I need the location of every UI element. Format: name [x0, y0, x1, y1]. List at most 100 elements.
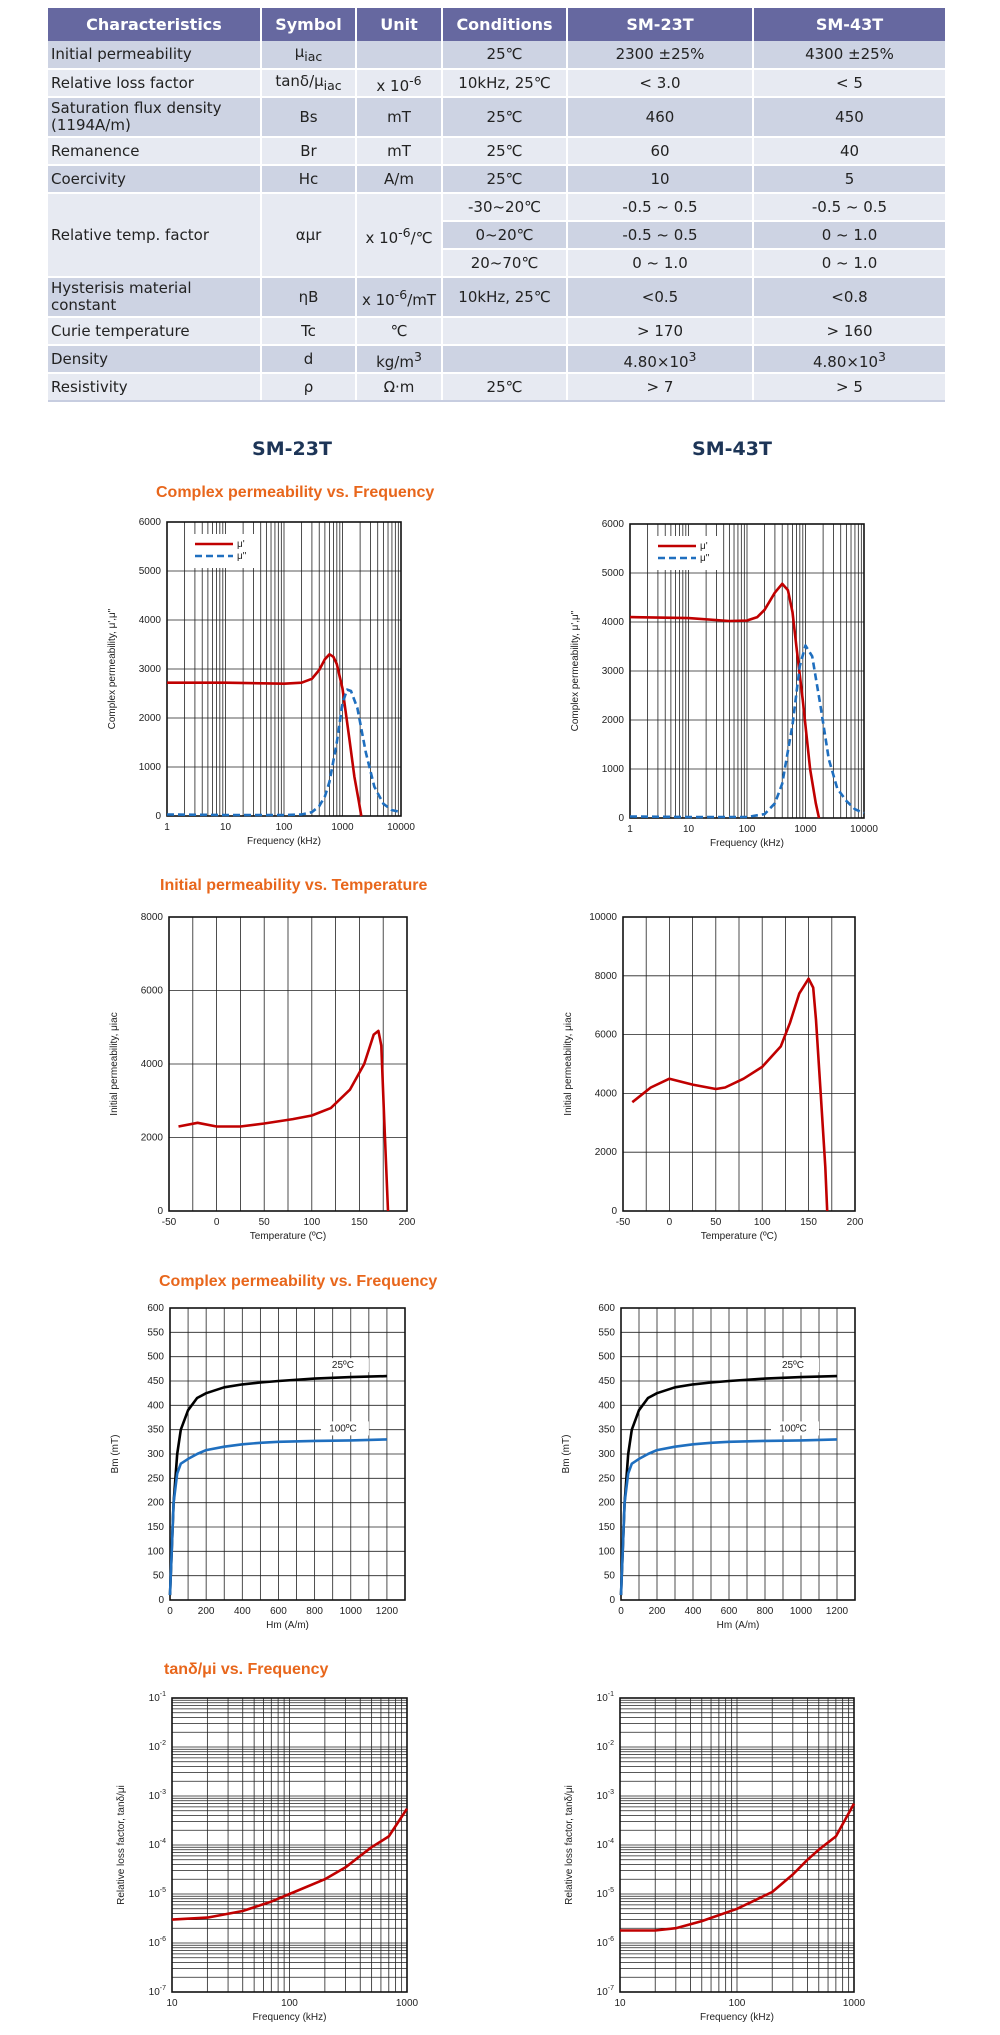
x-tick-label: 400	[685, 1606, 702, 1617]
x-tick-label: 200	[399, 1217, 416, 1228]
x-tick-label: 1000	[790, 1606, 813, 1617]
x-axis-label: Temperature (ºC)	[250, 1231, 326, 1242]
x-tick-label: 1	[627, 824, 633, 835]
y-tick-label: 100	[147, 1546, 164, 1557]
row-sm23t: 0 ~ 1.0	[567, 249, 754, 278]
section-title-complex-permeability: Complex permeability vs. Frequency	[156, 484, 435, 501]
y-tick-label: 4000	[141, 1059, 164, 1070]
y-tick-label: 0	[618, 813, 624, 824]
series-label-bg	[320, 1421, 369, 1436]
row-symbol: ηB	[261, 277, 357, 318]
y-tick-label: 10-7	[597, 1985, 614, 1998]
header-sm43t: SM-43T	[753, 8, 945, 41]
x-tick-label: 200	[198, 1606, 215, 1617]
row-sm23t: < 3.0	[567, 69, 754, 98]
table-row: Relative loss factor tanδ/μiac x 10-6 10…	[48, 69, 945, 98]
y-tick-label: 10-2	[597, 1740, 614, 1753]
y-tick-exponent: -2	[160, 1740, 166, 1747]
x-tick-label: 150	[351, 1217, 368, 1228]
y-tick-label: 50	[153, 1571, 165, 1582]
row-sm23t: > 170	[567, 317, 754, 346]
x-tick-label: 200	[649, 1606, 666, 1617]
y-axis-label: Complex permeability, μ',μ"	[107, 608, 118, 729]
y-axis-label: Initial permeability, μiac	[563, 1012, 574, 1115]
series-label-bg	[771, 1421, 819, 1436]
y-tick-label: 50	[604, 1571, 616, 1582]
y-tick-label: 2000	[595, 1147, 618, 1158]
y-tick-exponent: -2	[608, 1740, 614, 1747]
chart-bh43: 0 200 400 600 800 1000 1200 0 50 100 150 200 250 300 3…	[561, 1303, 856, 1631]
row-sm43t: 4300 ±25%	[753, 41, 945, 70]
row-name: Curie temperature	[48, 317, 262, 346]
series-label-bg	[771, 1358, 819, 1373]
y-tick-label: 1000	[602, 764, 625, 775]
y-tick-label: 350	[147, 1425, 164, 1436]
x-tick-label: 1000	[340, 1606, 363, 1617]
x-tick-label: 10	[166, 1998, 178, 2009]
y-tick-label: 8000	[141, 912, 164, 923]
y-tick-label: 10-6	[149, 1936, 166, 1949]
row-symbol: Hc	[261, 165, 357, 194]
y-tick-label: 1000	[139, 762, 162, 773]
y-tick-label: 250	[147, 1473, 164, 1484]
y-tick-label: 6000	[595, 1030, 618, 1041]
series-label-bg	[320, 1358, 369, 1373]
y-tick-label: 5000	[139, 566, 162, 577]
x-tick-label: 0	[667, 1217, 673, 1228]
y-tick-label: 400	[598, 1400, 615, 1411]
chart-perm43: 1 10 100 1000 10000 0 1000 2000 3000 4000 5000 6000…	[570, 519, 878, 849]
table-row: Initial permeability μiac 25℃ 2300 ±25% …	[48, 41, 945, 70]
characteristics-table: Characteristics Symbol Unit Conditions S…	[48, 8, 945, 402]
series-label: 25ºC	[332, 1360, 354, 1371]
row-symbol: αμr	[261, 193, 357, 278]
y-tick-label: 0	[158, 1595, 164, 1606]
table-row: Resistivity ρ Ω·m 25℃ > 7 > 5	[48, 373, 945, 402]
plot-frame	[166, 521, 402, 817]
x-tick-label: 100	[754, 1217, 771, 1228]
y-tick-label: 600	[598, 1303, 615, 1314]
row-unit: x 10-6/mT	[356, 277, 443, 318]
x-tick-label: 0	[214, 1217, 220, 1228]
y-axis-label: Relative loss factor, tanδ/μi	[564, 1785, 575, 1905]
table-row: Relative temp. factor αμr x 10-6/℃ -30~2…	[48, 193, 945, 278]
x-tick-label: 100	[303, 1217, 320, 1228]
y-tick-exponent: -3	[160, 1789, 166, 1796]
row-sm23t: 60	[567, 137, 754, 166]
row-sm43t: 450	[753, 97, 945, 138]
row-condition: -30~20℃	[442, 193, 568, 222]
row-condition: 25℃	[442, 137, 568, 166]
series-line-25C	[168, 1374, 387, 1596]
row-condition: 10kHz, 25℃	[442, 277, 568, 318]
table-row: Curie temperature Tc ℃ > 170 > 160	[48, 317, 945, 346]
x-axis-label: Hm (A/m)	[266, 1620, 309, 1631]
y-tick-label: 4000	[139, 615, 162, 626]
y-tick-label: 10-5	[597, 1887, 614, 1900]
table-row: 0~20℃ -0.5 ~ 0.5 0 ~ 1.0	[48, 221, 945, 250]
chart-perm23: 1 10 100 1000 10000 0 1000 2000 3000 4000 5000 6000…	[107, 517, 415, 847]
legend-label: μ'	[237, 539, 245, 550]
x-tick-label: 1000	[331, 822, 354, 833]
y-tick-exponent: -6	[608, 1936, 614, 1943]
x-tick-label: 1000	[843, 1998, 866, 2009]
row-sm43t: 4.80×103	[753, 345, 945, 374]
row-condition: 25℃	[442, 373, 568, 402]
series-line-100C	[619, 1438, 838, 1596]
y-tick-label: 250	[598, 1473, 615, 1484]
row-sm23t: -0.5 ~ 0.5	[567, 221, 754, 250]
header-conditions: Conditions	[442, 8, 568, 41]
row-condition: 20~70℃	[442, 249, 568, 278]
y-tick-label: 3000	[602, 666, 625, 677]
x-axis-label: Frequency (kHz)	[253, 2012, 327, 2023]
y-tick-label: 4000	[602, 617, 625, 628]
row-sm43t: 0 ~ 1.0	[753, 221, 945, 250]
y-tick-label: 450	[598, 1376, 615, 1387]
y-tick-exponent: -1	[160, 1691, 166, 1698]
y-axis-label: Complex permeability, μ',μ"	[570, 610, 581, 731]
model-title-sm23t: SM-23T	[252, 438, 332, 460]
y-tick-label: 6000	[141, 986, 164, 997]
row-symbol: Bs	[261, 97, 357, 138]
x-tick-label: 10000	[387, 822, 415, 833]
row-sm43t: -0.5 ~ 0.5	[753, 193, 945, 222]
table-row: Remanence Br mT 25℃ 60 40	[48, 137, 945, 166]
row-name: Initial permeability	[48, 41, 262, 70]
